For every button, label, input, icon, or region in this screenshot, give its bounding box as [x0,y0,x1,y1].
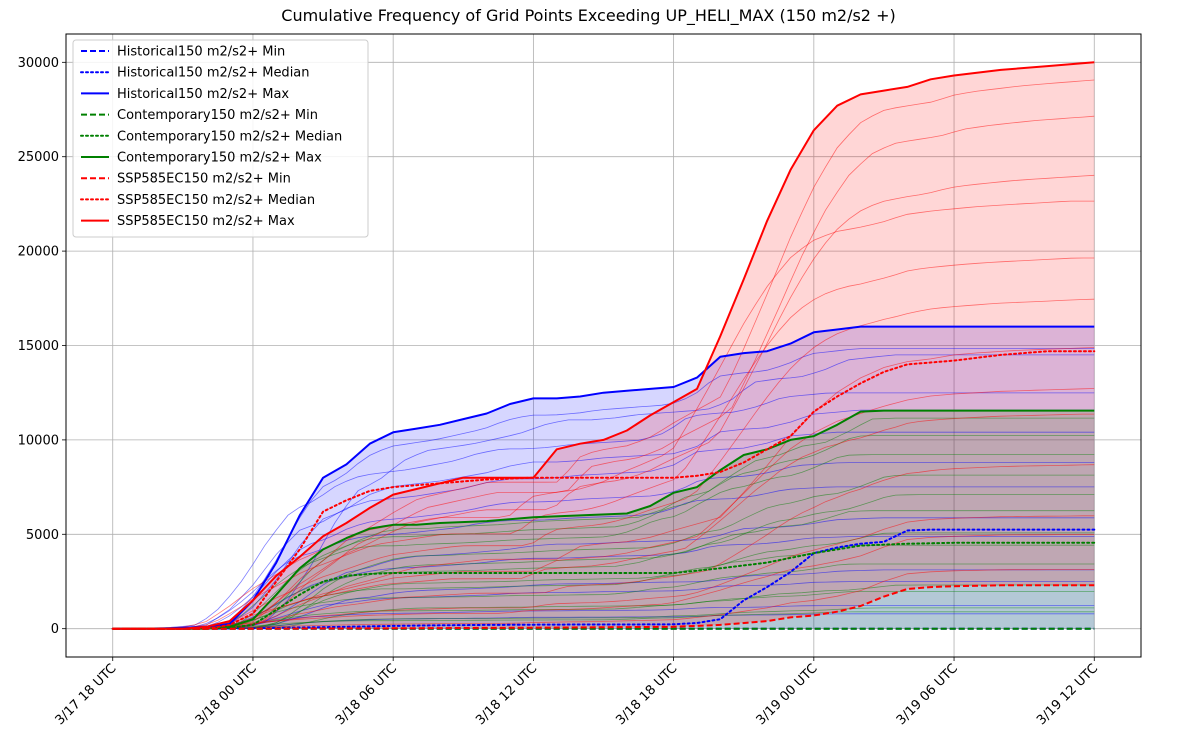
x-tick-label: 3/19 00 UTC [754,661,821,728]
member-line-ssp585ec [112,569,1095,630]
x-tick-label: 3/18 18 UTC [613,661,680,728]
legend-entry-label: Contemporary150 m2/s2+ Max [117,151,322,166]
series-line-ssp585ec-dashed [112,584,1095,630]
series-line-historical-dotted [111,528,1096,630]
legend-entry-label: Historical150 m2/s2+ Min [117,45,285,60]
member-line-contemporary [112,454,1095,630]
member-line-contemporary [112,417,1095,630]
member-line-historical [112,348,1095,630]
member-line-ssp585ec [112,464,1095,630]
legend-entry-label: SSP585EC150 m2/s2+ Median [117,193,315,208]
member-line-contemporary [112,563,1095,630]
x-tick-label: 3/17 18 UTC [53,661,120,728]
series-line-historical-solid [112,325,1095,630]
y-tick-label: 30000 [18,56,59,71]
member-line-contemporary [112,510,1095,630]
member-line-ssp585ec [112,200,1095,630]
range-fill-contemporary [112,410,1095,629]
member-line-ssp585ec [112,413,1095,630]
y-tick-label: 5000 [26,528,59,543]
y-tick-label: 15000 [18,339,59,354]
member-line-ssp585ec [112,257,1095,630]
series-line-contemporary-dotted [111,541,1096,630]
y-tick-label: 0 [51,622,59,637]
y-tick-label: 25000 [18,150,59,165]
y-axis-ticks: 0 5000 10000 15000 20000 25000 30000 [18,56,66,637]
member-line-contemporary [112,591,1095,630]
member-line-contemporary [112,474,1095,630]
x-tick-label: 3/19 12 UTC [1034,661,1101,728]
legend-entry-label: Historical150 m2/s2+ Max [117,87,289,102]
member-line-ssp585ec [112,115,1095,630]
x-axis-ticks: 3/17 18 UTC 3/18 00 UTC 3/18 06 UTC 3/18 12… [53,657,1101,728]
member-line-historical [112,431,1095,630]
legend-entry-label: Contemporary150 m2/s2+ Median [117,129,342,144]
legend-entry-label: Historical150 m2/s2+ Median [117,66,310,81]
legend-box [72,39,369,238]
member-line-historical [112,581,1095,630]
legend-entry-label: SSP585EC150 m2/s2+ Max [117,214,295,229]
series-line-ssp585ec-solid [112,61,1095,630]
member-line-historical [112,392,1095,630]
legend: Historical150 m2/s2+ Min Historical150 m2… [72,39,369,238]
member-line-ssp585ec [112,79,1095,630]
y-tick-label: 20000 [18,245,59,260]
x-tick-label: 3/18 00 UTC [193,661,260,728]
x-tick-label: 3/19 06 UTC [894,661,961,728]
member-line-historical [112,354,1095,630]
member-line-historical [112,462,1095,630]
member-line-ssp585ec [112,298,1095,630]
series-line-ssp585ec-dotted [111,350,1096,630]
legend-entry-label: Contemporary150 m2/s2+ Min [117,108,318,123]
series-lines [111,61,1096,630]
member-line-contemporary [112,494,1095,630]
series-line-contemporary-solid [112,409,1095,630]
y-tick-label: 10000 [18,433,59,448]
member-line-ssp585ec [112,388,1095,630]
x-tick-label: 3/18 06 UTC [333,661,400,728]
chart-title: Cumulative Frequency of Grid Points Exce… [281,6,896,25]
member-line-historical [112,486,1095,630]
member-line-ssp585ec [112,347,1095,630]
ensemble-member-lines [112,79,1095,630]
member-line-ssp585ec [112,515,1095,630]
member-line-contemporary [112,435,1095,630]
legend-entry-label: SSP585EC150 m2/s2+ Min [117,172,291,187]
member-line-contemporary [112,607,1095,630]
x-tick-label: 3/18 12 UTC [473,661,540,728]
member-line-contemporary [112,584,1095,630]
